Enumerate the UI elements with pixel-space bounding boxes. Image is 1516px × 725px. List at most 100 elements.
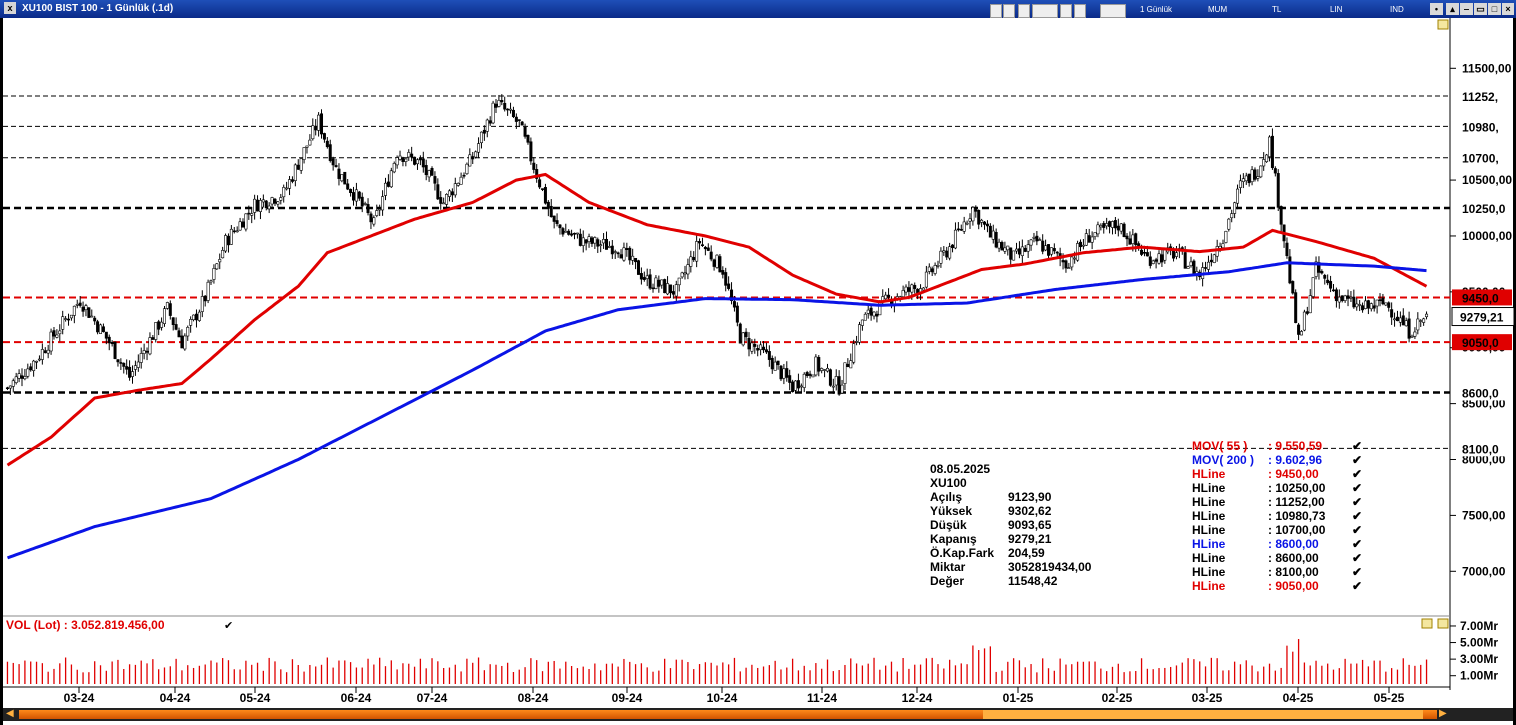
candle[interactable] — [1331, 289, 1335, 292]
candle[interactable] — [1148, 256, 1152, 266]
candle[interactable] — [264, 200, 268, 209]
candle[interactable] — [139, 353, 143, 363]
candle[interactable] — [959, 228, 963, 231]
legend-check-icon[interactable]: ✔ — [1352, 481, 1363, 495]
candle[interactable] — [834, 376, 838, 386]
candle[interactable] — [192, 314, 196, 321]
candle[interactable] — [128, 366, 132, 378]
candle[interactable] — [817, 357, 821, 372]
candle[interactable] — [802, 373, 806, 388]
candle[interactable] — [200, 296, 204, 312]
candle[interactable] — [747, 337, 751, 350]
candle[interactable] — [546, 201, 550, 209]
candle[interactable] — [145, 350, 149, 353]
candle[interactable] — [209, 280, 213, 283]
candle[interactable] — [1081, 244, 1085, 247]
candle[interactable] — [503, 102, 507, 110]
candle[interactable] — [642, 277, 646, 280]
candle[interactable] — [1096, 224, 1100, 235]
candle[interactable] — [247, 212, 251, 215]
candle[interactable] — [1297, 324, 1301, 335]
candle[interactable] — [735, 305, 739, 323]
candle[interactable] — [668, 284, 672, 294]
candle[interactable] — [639, 273, 643, 280]
candle[interactable] — [1337, 296, 1341, 303]
lock-icon[interactable] — [1437, 19, 1449, 30]
candle[interactable] — [1090, 236, 1094, 243]
candle[interactable] — [433, 176, 437, 184]
candle[interactable] — [570, 233, 574, 236]
legend-check-icon[interactable]: ✔ — [1352, 495, 1363, 509]
candle[interactable] — [314, 125, 318, 131]
candle[interactable] — [101, 326, 105, 333]
period-selector[interactable]: 1 Günlük — [1140, 5, 1173, 14]
candle[interactable] — [619, 254, 623, 259]
legend-check-icon[interactable]: ✔ — [1352, 537, 1363, 551]
candle[interactable] — [235, 230, 239, 233]
candle[interactable] — [96, 321, 100, 333]
candle[interactable] — [206, 281, 210, 301]
candle[interactable] — [1020, 246, 1024, 256]
candle[interactable] — [302, 147, 306, 160]
candle[interactable] — [72, 305, 76, 316]
candle[interactable] — [1099, 225, 1103, 228]
candle[interactable] — [320, 113, 324, 135]
candle[interactable] — [1131, 234, 1135, 244]
candle[interactable] — [971, 207, 975, 222]
candle[interactable] — [709, 251, 713, 260]
candle[interactable] — [1276, 173, 1280, 208]
candle[interactable] — [1087, 235, 1091, 243]
candle[interactable] — [250, 213, 254, 216]
candle[interactable] — [826, 368, 830, 372]
candle[interactable] — [491, 102, 495, 124]
candle[interactable] — [994, 232, 998, 248]
candle[interactable] — [401, 157, 405, 162]
candle[interactable] — [157, 321, 161, 330]
candle[interactable] — [331, 158, 335, 166]
candle[interactable] — [17, 373, 21, 379]
candle[interactable] — [1404, 320, 1408, 327]
horizontal-scrollbar[interactable]: ◀ ▶ — [3, 708, 1513, 721]
candle[interactable] — [674, 284, 678, 297]
candle[interactable] — [887, 294, 891, 298]
candle[interactable] — [218, 259, 222, 263]
candle[interactable] — [381, 196, 385, 211]
candle[interactable] — [770, 357, 774, 370]
candle[interactable] — [593, 237, 597, 244]
candle[interactable] — [1221, 243, 1225, 248]
candle[interactable] — [506, 108, 510, 111]
candle[interactable] — [1334, 289, 1338, 302]
candle[interactable] — [290, 179, 294, 182]
volume-settings-icon[interactable] — [1437, 618, 1449, 629]
candle[interactable] — [956, 228, 960, 231]
candle[interactable] — [142, 350, 146, 354]
candle[interactable] — [122, 362, 126, 367]
candle[interactable] — [270, 197, 274, 205]
candle[interactable] — [869, 307, 873, 316]
candle[interactable] — [395, 157, 399, 166]
candle[interactable] — [1076, 243, 1080, 261]
legend-check-icon[interactable]: ✔ — [1352, 565, 1363, 579]
candle[interactable] — [1012, 250, 1016, 261]
candle[interactable] — [1410, 335, 1414, 338]
candle[interactable] — [343, 171, 347, 185]
toolbar-icon-4[interactable] — [1032, 4, 1058, 18]
candle[interactable] — [837, 376, 841, 395]
candle[interactable] — [67, 318, 71, 321]
candle[interactable] — [532, 162, 536, 170]
candle[interactable] — [1363, 300, 1367, 309]
candle[interactable] — [706, 247, 710, 251]
candle[interactable] — [261, 199, 265, 203]
candle[interactable] — [1032, 236, 1036, 239]
candle[interactable] — [87, 307, 91, 318]
candle[interactable] — [69, 314, 73, 319]
candle[interactable] — [477, 143, 481, 153]
candle[interactable] — [808, 373, 812, 376]
candle[interactable] — [1189, 261, 1193, 267]
candle[interactable] — [930, 268, 934, 273]
candle[interactable] — [11, 380, 15, 387]
candle[interactable] — [23, 376, 27, 380]
candle[interactable] — [415, 159, 419, 165]
candle[interactable] — [130, 371, 134, 377]
